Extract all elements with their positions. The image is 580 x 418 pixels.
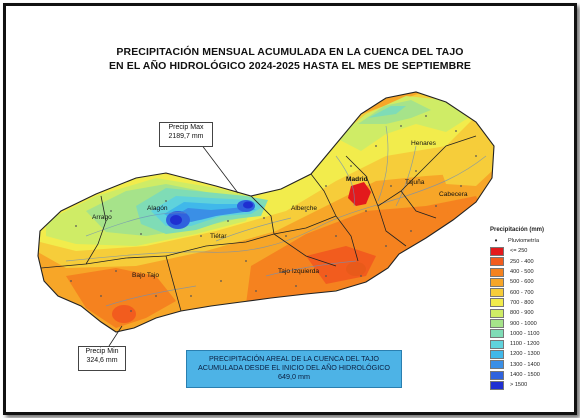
label-tietar: Tiétar xyxy=(210,233,227,240)
legend-item-label: 1200 - 1300 xyxy=(510,351,540,358)
legend-swatch xyxy=(490,298,504,308)
map-title-line2: EN EL AÑO HIDROLÓGICO 2024-2025 HASTA EL… xyxy=(108,60,472,72)
legend-item-label: 1300 - 1400 xyxy=(510,361,540,368)
label-henares: Henares xyxy=(411,140,436,147)
legend-item-label: 250 - 400 xyxy=(510,258,534,265)
precip-max-callout: Precip Max 2189,7 mm xyxy=(159,122,213,147)
legend-swatch xyxy=(490,308,504,318)
label-bajo-tajo: Bajo Tajo xyxy=(132,272,160,279)
legend-item-label: <= 250 xyxy=(510,248,528,255)
legend-item-label: 400 - 500 xyxy=(510,269,534,276)
legend-item: 1100 - 1200 xyxy=(490,339,570,349)
legend-item-label: 900 - 1000 xyxy=(510,320,537,327)
legend-item: 250 - 400 xyxy=(490,257,570,267)
precip-max-label: Precip Max xyxy=(168,124,204,131)
areal-value: 649,0 mm xyxy=(278,372,310,381)
legend-item: > 1500 xyxy=(490,380,570,390)
legend-item: 700 - 800 xyxy=(490,298,570,308)
legend-swatch xyxy=(490,360,504,370)
legend-item-label: 500 - 600 xyxy=(510,279,534,286)
areal-precip-box: PRECIPITACIÓN AREAL DE LA CUENCA DEL TAJ… xyxy=(186,350,402,388)
areal-line2: ACUMULADA DESDE EL INICIO DEL AÑO HIDROL… xyxy=(198,363,390,372)
legend-swatch xyxy=(490,288,504,298)
legend-item-label: 1000 - 1100 xyxy=(510,330,540,337)
legend-swatch xyxy=(490,380,504,390)
map-title-line1: PRECIPITACIÓN MENSUAL ACUMULADA EN LA CU… xyxy=(116,46,464,58)
legend-item: 1400 - 1500 xyxy=(490,370,570,380)
legend-swatch xyxy=(490,267,504,277)
legend-swatch xyxy=(490,329,504,339)
areal-line1: PRECIPITACIÓN AREAL DE LA CUENCA DEL TAJ… xyxy=(208,354,379,363)
legend-item: 1000 - 1100 xyxy=(490,329,570,339)
legend: Precipitación (mm) • Pluviometría <= 250… xyxy=(490,227,570,390)
legend-swatch xyxy=(490,339,504,349)
gauge-point-icon: • xyxy=(494,236,498,246)
label-alagon: Alagón xyxy=(147,205,168,212)
precip-min-label: Precip Min xyxy=(85,348,119,355)
label-tajo-izquierda: Tajo Izquierda xyxy=(278,268,320,275)
legend-item: 900 - 1000 xyxy=(490,318,570,329)
legend-item: 600 - 700 xyxy=(490,287,570,298)
legend-title: Precipitación (mm) xyxy=(490,227,545,233)
legend-item: 400 - 500 xyxy=(490,267,570,277)
legend-item-label: 600 - 700 xyxy=(510,289,534,296)
legend-item-label: 700 - 800 xyxy=(510,299,534,306)
legend-item-label: 800 - 900 xyxy=(510,310,534,317)
map-frame: PRECIPITACIÓN MENSUAL ACUMULADA EN LA CU… xyxy=(3,3,577,415)
legend-item-label: 1400 - 1500 xyxy=(510,372,540,378)
callout-leaders xyxy=(108,143,239,347)
gauge-points xyxy=(70,115,477,312)
precip-min-value: 324,6 mm xyxy=(86,357,118,364)
legend-swatch xyxy=(490,319,504,329)
legend-items: <= 250 250 - 400 400 - 500 500 - 600 600 - 7… xyxy=(490,246,570,390)
legend-item: 500 - 600 xyxy=(490,277,570,287)
label-cabecera: Cabecera xyxy=(439,191,468,198)
legend-swatch xyxy=(490,246,504,256)
legend-swatch xyxy=(490,277,504,287)
legend-item: 800 - 900 xyxy=(490,308,570,318)
legend-swatch xyxy=(490,370,504,380)
label-madrid: Madrid xyxy=(346,176,368,183)
legend-swatch xyxy=(490,257,504,267)
label-alberche: Alberche xyxy=(291,205,318,212)
precip-min-callout: Precip Min 324,6 mm xyxy=(78,346,126,371)
label-tajuna: Tajuña xyxy=(405,179,425,186)
legend-item-label: 1100 - 1200 xyxy=(510,341,540,348)
sub-basin-boundaries xyxy=(37,91,495,333)
precip-max-value: 2189,7 mm xyxy=(168,133,204,140)
label-arrago: Arrago xyxy=(92,214,112,221)
legend-point-row: • Pluviometría xyxy=(490,236,570,246)
basin-map xyxy=(37,91,495,347)
legend-swatch xyxy=(490,349,504,359)
legend-item: 1300 - 1400 xyxy=(490,360,570,370)
legend-item-label: > 1500 xyxy=(510,382,528,389)
legend-item: <= 250 xyxy=(490,246,570,256)
rivers xyxy=(65,125,487,307)
legend-point-label: Pluviometría xyxy=(508,238,540,245)
legend-item: 1200 - 1300 xyxy=(490,349,570,359)
